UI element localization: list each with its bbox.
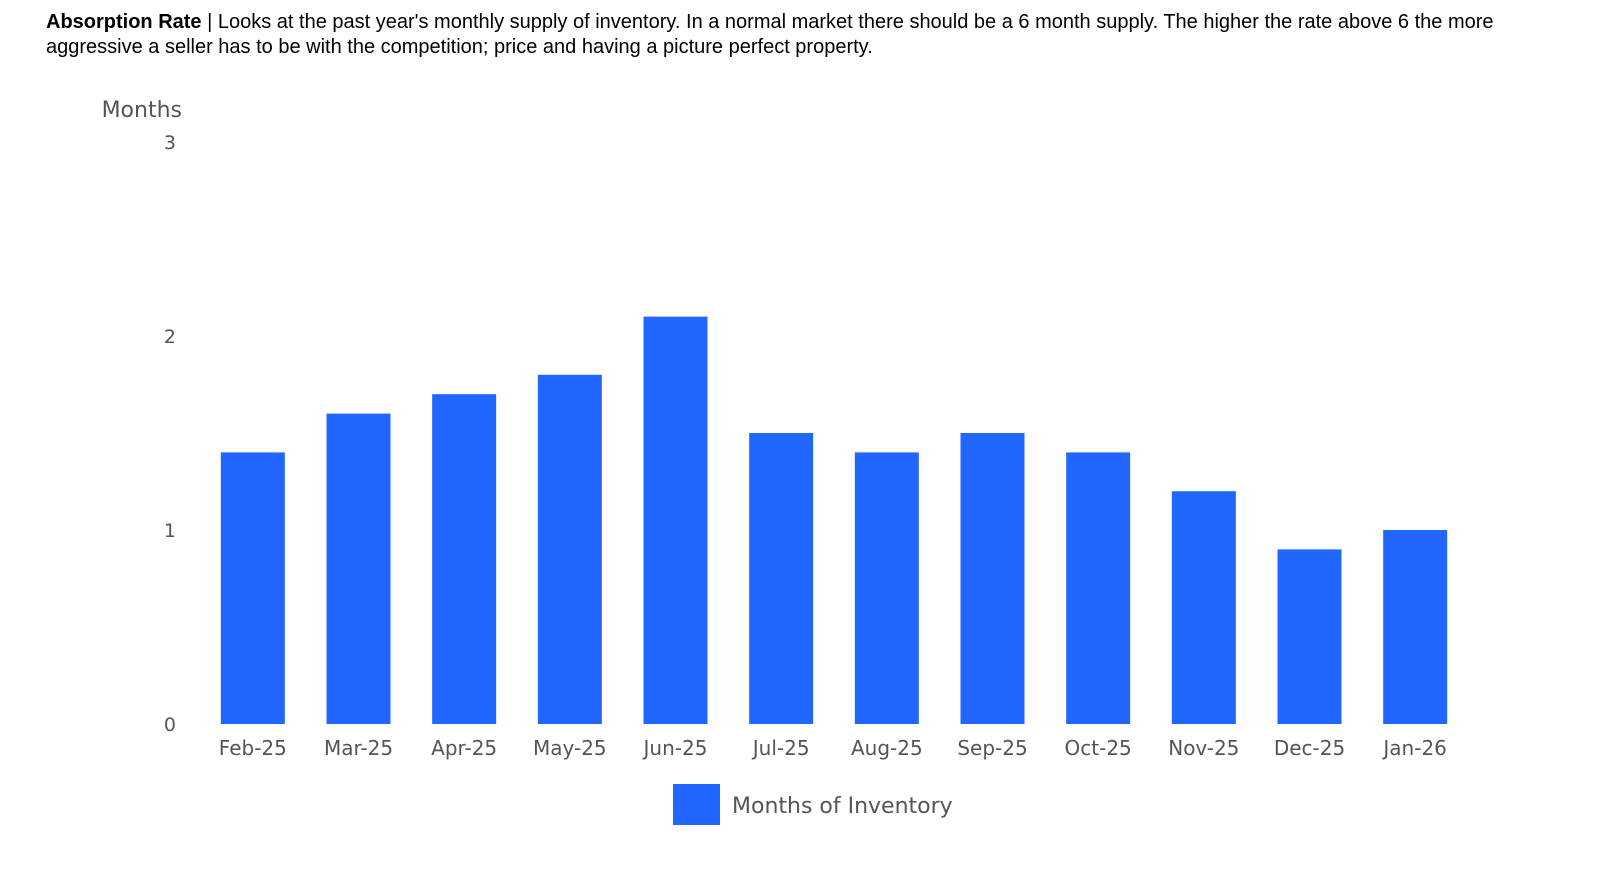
bar-dec-25 (1277, 549, 1342, 724)
x-axis-labels: Feb-25 Mar-25 Apr-25 May-25 Jun-25 Jul-25 Aug-… (219, 736, 1447, 760)
bar-feb-25 (220, 452, 285, 724)
bar-jan-26 (1383, 530, 1448, 724)
legend-label: Months of Inventory (732, 794, 953, 819)
y-tick-label: 3 (164, 132, 176, 154)
legend-swatch (673, 784, 720, 825)
y-tick-label: 0 (164, 714, 176, 736)
x-tick-label: Sep-25 (957, 736, 1027, 760)
x-tick-label: Jul-25 (751, 736, 810, 760)
bars (220, 316, 1448, 724)
x-tick-label: Oct-25 (1065, 736, 1132, 760)
bar-may-25 (537, 374, 602, 724)
title-separator: | (201, 11, 218, 33)
bar-jul-25 (749, 433, 814, 724)
bar-mar-25 (326, 413, 391, 724)
y-axis-ticks: 0 1 2 3 (164, 132, 176, 736)
legend: Months of Inventory (673, 784, 953, 825)
x-tick-label: Mar-25 (324, 736, 393, 760)
y-tick-label: 2 (164, 326, 176, 348)
x-tick-label: Jun-25 (642, 736, 708, 760)
bar-sep-25 (960, 433, 1025, 724)
bar-apr-25 (432, 394, 497, 724)
chart-description-text: Looks at the past year's monthly supply … (46, 11, 1494, 58)
y-axis-title: Months (102, 98, 182, 123)
bar-jun-25 (643, 316, 708, 724)
x-tick-label: Jan-26 (1381, 736, 1447, 760)
x-tick-label: Aug-25 (851, 736, 923, 760)
bar-nov-25 (1171, 491, 1236, 724)
chart-description-title: Absorption Rate (46, 11, 202, 33)
x-tick-label: Nov-25 (1168, 736, 1239, 760)
x-tick-label: Dec-25 (1274, 736, 1345, 760)
y-tick-label: 1 (164, 520, 176, 542)
chart-description: Absorption Rate | Looks at the past year… (46, 10, 1536, 60)
x-tick-label: May-25 (533, 736, 607, 760)
x-tick-label: Apr-25 (431, 736, 497, 760)
bar-oct-25 (1066, 452, 1131, 724)
bar-aug-25 (854, 452, 919, 724)
x-tick-label: Feb-25 (219, 736, 287, 760)
